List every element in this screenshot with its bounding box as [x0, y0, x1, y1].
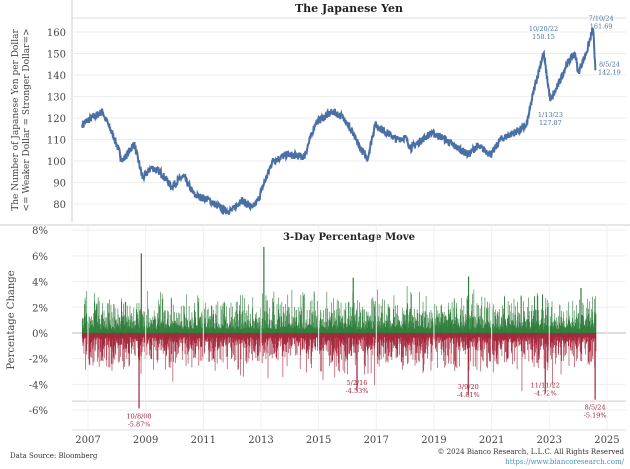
y-tick-label: -6%	[29, 406, 48, 417]
annotation-date: 8/5/24	[585, 404, 606, 412]
y-tick-label: 140	[47, 71, 66, 82]
annotation-value: -4.81%	[457, 391, 480, 399]
annotation-date: 7/10/24	[589, 14, 614, 22]
annotation-date: 5/2/16	[347, 379, 368, 387]
x-tick-label: 2007	[75, 435, 100, 446]
annotation-date: 11/11/22	[531, 382, 560, 390]
website-link[interactable]: https://www.biancoresearch.com/	[505, 458, 624, 466]
y-tick-label: -4%	[29, 380, 48, 391]
y-tick-label: 0%	[32, 329, 48, 340]
x-tick-label: 2021	[479, 435, 504, 446]
y-tick-label: 4%	[32, 278, 48, 289]
annotation-date: 1/13/23	[538, 111, 563, 119]
x-tick-label: 2017	[364, 435, 389, 446]
y-tick-label: 80	[53, 200, 66, 211]
y-axis-label: The Number of Japanese Yen per Dollar	[11, 29, 21, 211]
x-tick-label: 2015	[306, 435, 331, 446]
x-tick-label: 2023	[537, 435, 562, 446]
y-tick-label: -2%	[29, 355, 48, 366]
annotation-value: -5.87%	[128, 420, 151, 428]
y-tick-label: 90	[53, 179, 66, 190]
annotation-date: 8/5/24	[599, 60, 620, 68]
x-tick-label: 2013	[248, 435, 273, 446]
x-tick-label: 2019	[421, 435, 446, 446]
annotation-value: 161.69	[590, 22, 613, 30]
annotation-value: 127.87	[539, 119, 562, 127]
x-tick-label: 2025	[594, 435, 619, 446]
yen-line-chart: The Japanese Yen 80 90 100 110 120 130 140 150 16…	[11, 0, 626, 222]
y-axis-label-2: <= Weaker Dollar = Stronger Dollar=>	[22, 28, 32, 211]
y-axis-label: Percentage Change	[6, 270, 17, 369]
copyright: © 2024 Bianco Research, L.L.C. All Right…	[438, 448, 625, 456]
y-tick-label: 2%	[32, 303, 48, 314]
annotation-value: -5.19%	[584, 412, 607, 420]
y-tick-label: 130	[47, 93, 66, 104]
x-axis: 2007 2009 2011 2013 2015 2017 2019 2021 2023 2025	[72, 225, 626, 446]
annotation-value: 150.15	[532, 33, 555, 41]
annotation-value: -4.72%	[534, 390, 557, 398]
annotation-date: 3/9/20	[458, 383, 479, 391]
y-tick-label: 6%	[32, 252, 48, 263]
top-chart-title: The Japanese Yen	[295, 2, 403, 15]
y-tick-label: 100	[47, 157, 66, 168]
y-tick-label: 160	[47, 28, 66, 39]
y-tick-label: 150	[47, 50, 66, 61]
annotation-value: -4.53%	[346, 387, 369, 395]
x-tick-label: 2009	[133, 435, 158, 446]
x-tick-label: 2011	[191, 435, 216, 446]
data-source: Data Source: Bloomberg	[10, 452, 98, 460]
yen-line	[81, 27, 597, 216]
y-tick-label: 110	[47, 136, 66, 147]
annotation-value: 142.19	[598, 68, 621, 76]
annotation-date: 10/20/22	[529, 25, 558, 33]
y-tick-label: 8%	[32, 226, 48, 237]
bottom-chart-title: 3-Day Percentage Move	[283, 232, 415, 243]
y-tick-label: 120	[47, 114, 66, 125]
annotation-date: 10/8/08	[126, 412, 151, 420]
